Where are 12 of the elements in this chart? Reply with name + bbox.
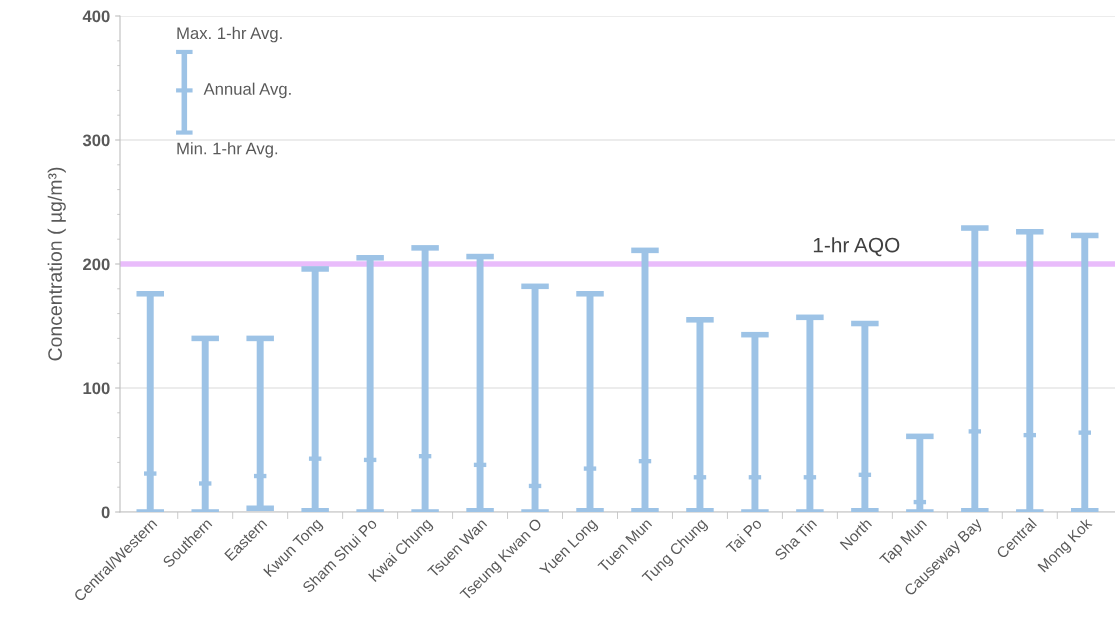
ref-line-label: 1-hr AQO (813, 237, 900, 257)
x-tick-label: Sha Tin (773, 517, 818, 561)
annotation: Min. 1-hr Avg. (177, 142, 278, 158)
y-tick-label: 200 (83, 258, 110, 271)
annotation: Annual Avg. (203, 82, 291, 99)
x-tick-label: Tai Po (725, 517, 763, 555)
y-axis-title: Concentration ( µg/m³) (47, 167, 66, 361)
y-tick-label: 100 (83, 382, 110, 395)
y-tick-label: 0 (101, 506, 110, 519)
annotation: Max. 1-hr Avg. (177, 26, 282, 43)
y-tick-label: 300 (82, 134, 110, 147)
y-tick-label: 400 (82, 10, 110, 23)
